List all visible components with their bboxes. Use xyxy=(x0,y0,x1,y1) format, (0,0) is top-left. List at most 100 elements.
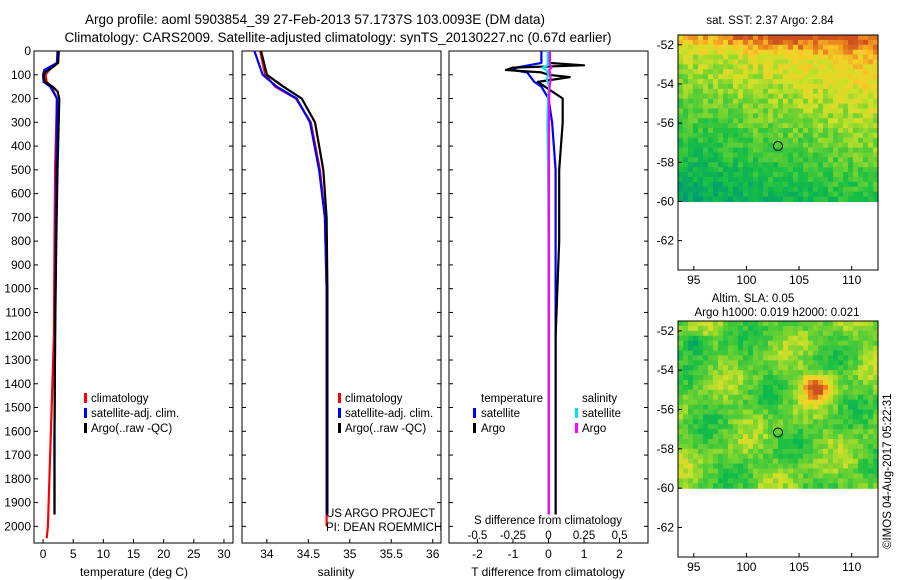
heatmap-cell xyxy=(688,340,694,347)
heatmap-cell xyxy=(733,380,739,386)
heatmap-cell xyxy=(688,414,694,420)
heatmap-cell xyxy=(808,162,814,168)
heatmap-cell xyxy=(813,453,819,460)
heatmap-cell xyxy=(838,172,844,178)
heatmap-cell xyxy=(803,370,809,376)
heatmap-cell xyxy=(833,360,839,366)
heatmap-cell xyxy=(863,419,869,425)
heatmap-cell xyxy=(753,35,759,41)
heatmap-cell xyxy=(768,340,774,347)
heatmap-cell xyxy=(803,330,809,337)
heatmap-cell xyxy=(783,335,789,342)
heatmap-cell xyxy=(723,473,729,479)
heatmap-cell xyxy=(758,93,764,100)
y-tick-label: 600 xyxy=(11,187,31,201)
heatmap-cell xyxy=(723,162,729,168)
heatmap-cell xyxy=(873,167,879,173)
heatmap-cell xyxy=(843,350,849,357)
heatmap-cell xyxy=(678,39,684,46)
heatmap-cell xyxy=(693,468,699,475)
heatmap-cell xyxy=(748,59,754,65)
heatmap-cell xyxy=(803,340,809,347)
heatmap-cell xyxy=(713,54,719,61)
heatmap-cell xyxy=(698,439,704,445)
heatmap-cell xyxy=(853,167,859,173)
heatmap-cell xyxy=(788,375,794,381)
heatmap-cell xyxy=(763,434,769,440)
heatmap-cell xyxy=(738,478,744,484)
heatmap-cell xyxy=(683,443,689,450)
heatmap-cell xyxy=(678,49,684,56)
heatmap-cell xyxy=(838,404,844,411)
heatmap-cell xyxy=(848,74,854,80)
heatmap-cell xyxy=(748,137,754,144)
heatmap-cell xyxy=(778,176,784,183)
heatmap-cell xyxy=(678,434,684,440)
heatmap-cell xyxy=(788,186,794,193)
heatmap-cell xyxy=(743,172,749,178)
top-tick-label: -0.25 xyxy=(500,530,526,542)
heatmap-cell xyxy=(683,172,689,178)
heatmap-cell xyxy=(693,103,699,110)
heatmap-cell xyxy=(768,83,774,90)
heatmap-cell xyxy=(738,330,744,337)
heatmap-cell xyxy=(773,172,779,178)
heatmap-cell xyxy=(738,93,744,100)
heatmap-cell xyxy=(753,152,759,158)
heatmap-cell xyxy=(708,44,714,51)
heatmap-cell xyxy=(783,414,789,420)
heatmap-cell xyxy=(813,118,819,124)
heatmap-cell xyxy=(783,39,789,46)
heatmap-cell xyxy=(818,69,824,75)
heatmap-cell xyxy=(733,88,739,95)
heatmap-cell xyxy=(683,54,689,61)
heatmap-cell xyxy=(763,468,769,475)
heatmap-cell xyxy=(843,176,849,183)
heatmap-cell xyxy=(853,123,859,129)
heatmap-cell xyxy=(773,414,779,420)
heatmap-cell xyxy=(848,404,854,411)
heatmap-cell xyxy=(693,335,699,342)
heatmap-cell xyxy=(778,83,784,90)
heatmap-cell xyxy=(683,108,689,114)
heatmap-cell xyxy=(853,69,859,75)
heatmap-cell xyxy=(873,181,879,188)
heatmap-cell xyxy=(828,468,834,475)
heatmap-cell xyxy=(793,345,799,352)
heatmap-cell xyxy=(828,167,834,173)
heatmap-cell xyxy=(828,49,834,56)
heatmap-cell xyxy=(838,321,844,327)
heatmap-cell xyxy=(758,39,764,46)
heatmap-cell xyxy=(768,321,774,327)
heatmap-cell xyxy=(778,35,784,41)
heatmap-cell xyxy=(873,196,879,203)
heatmap-cell xyxy=(788,414,794,420)
heatmap-cell xyxy=(703,147,709,154)
heatmap-cell xyxy=(803,132,809,139)
heatmap-cell xyxy=(698,409,704,416)
heatmap-cell xyxy=(793,113,799,119)
heatmap-cell xyxy=(808,132,814,139)
heatmap-cell xyxy=(713,191,719,198)
heatmap-cell xyxy=(798,439,804,445)
heatmap-cell xyxy=(758,118,764,124)
heatmap-cell xyxy=(833,458,839,465)
heatmap-cell xyxy=(843,370,849,376)
heatmap-cell xyxy=(823,380,829,386)
heatmap-cell xyxy=(678,172,684,178)
heatmap-cell xyxy=(763,360,769,366)
heatmap-cell xyxy=(838,103,844,110)
heatmap-cell xyxy=(808,424,814,430)
heatmap-cell xyxy=(748,321,754,327)
heatmap-cell xyxy=(683,39,689,46)
heatmap-cell xyxy=(693,39,699,46)
heatmap-cell xyxy=(858,360,864,366)
heatmap-cell xyxy=(838,167,844,173)
heatmap-cell xyxy=(748,463,754,470)
heatmap-cell xyxy=(703,172,709,178)
heatmap-cell xyxy=(768,132,774,139)
heatmap-cell xyxy=(683,468,689,475)
heatmap-cell xyxy=(778,389,784,396)
heatmap-cell xyxy=(828,424,834,430)
heatmap-cell xyxy=(773,74,779,80)
